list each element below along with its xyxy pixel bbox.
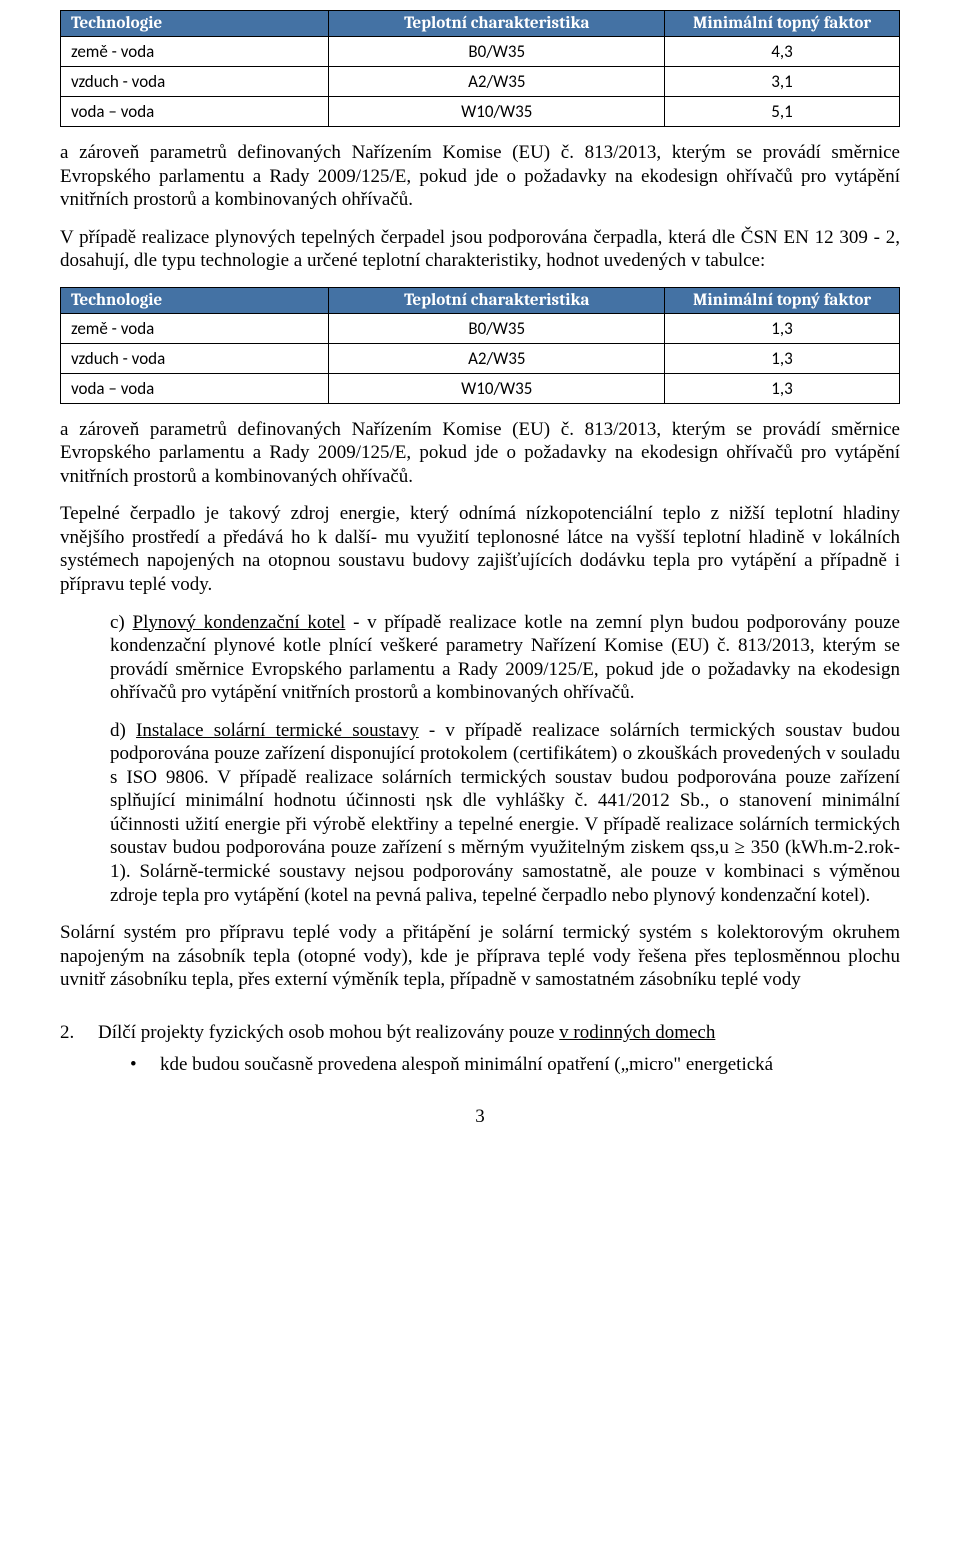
table-heat-pump-electric: Technologie Teplotní charakteristika Min… <box>60 10 900 127</box>
table-row: voda – voda W10/W35 5,1 <box>61 97 900 127</box>
paragraph-item-c: c) Plynový kondenzační kotel - v případě… <box>110 611 900 705</box>
list-text: Dílčí projekty fyzických osob mohou být … <box>98 1022 900 1044</box>
bullet-icon: • <box>130 1054 160 1076</box>
th-factor: Minimální topný faktor <box>665 11 900 37</box>
cell-fac: 1,3 <box>665 313 900 343</box>
cell-char: W10/W35 <box>329 97 665 127</box>
item-title: Instalace solární termické soustavy <box>136 720 419 741</box>
item-rest: - v případě realizace solárních termický… <box>110 720 900 906</box>
bullet-text: kde budou současně provedena alespoň min… <box>160 1054 900 1076</box>
table-heat-pump-gas: Technologie Teplotní charakteristika Min… <box>60 287 900 404</box>
cell-char: W10/W35 <box>329 373 665 403</box>
table-row: vzduch - voda A2/W35 1,3 <box>61 343 900 373</box>
bullet-item: • kde budou současně provedena alespoň m… <box>130 1054 900 1076</box>
list-text-pre: Dílčí projekty fyzických osob mohou být … <box>98 1022 559 1043</box>
cell-tech: voda – voda <box>61 373 329 403</box>
item-prefix: d) <box>110 720 136 741</box>
item-title: Plynový kondenzační kotel <box>133 612 346 633</box>
item-prefix: c) <box>110 612 133 633</box>
cell-fac: 1,3 <box>665 343 900 373</box>
cell-fac: 5,1 <box>665 97 900 127</box>
table-row: země - voda B0/W35 4,3 <box>61 37 900 67</box>
cell-fac: 3,1 <box>665 67 900 97</box>
paragraph: V případě realizace plynových tepelných … <box>60 226 900 273</box>
cell-char: B0/W35 <box>329 313 665 343</box>
cell-char: A2/W35 <box>329 67 665 97</box>
page-number: 3 <box>60 1106 900 1128</box>
th-characteristic: Teplotní charakteristika <box>329 287 665 313</box>
th-factor: Minimální topný faktor <box>665 287 900 313</box>
cell-tech: země - voda <box>61 37 329 67</box>
cell-fac: 4,3 <box>665 37 900 67</box>
paragraph: Tepelné čerpadlo je takový zdroj energie… <box>60 502 900 596</box>
cell-tech: vzduch - voda <box>61 343 329 373</box>
th-technology: Technologie <box>61 287 329 313</box>
th-characteristic: Teplotní charakteristika <box>329 11 665 37</box>
cell-char: B0/W35 <box>329 37 665 67</box>
table-row: voda – voda W10/W35 1,3 <box>61 373 900 403</box>
paragraph-item-d: d) Instalace solární termické soustavy -… <box>110 719 900 907</box>
paragraph: a zároveň parametrů definovaných Nařízen… <box>60 418 900 489</box>
cell-tech: vzduch - voda <box>61 67 329 97</box>
list-text-underline: v rodinných domech <box>559 1022 715 1043</box>
paragraph: Solární systém pro přípravu teplé vody a… <box>60 921 900 992</box>
table-row: země - voda B0/W35 1,3 <box>61 313 900 343</box>
paragraph: a zároveň parametrů definovaných Nařízen… <box>60 141 900 212</box>
cell-tech: voda – voda <box>61 97 329 127</box>
table-row: vzduch - voda A2/W35 3,1 <box>61 67 900 97</box>
cell-tech: země - voda <box>61 313 329 343</box>
numbered-list-item: 2. Dílčí projekty fyzických osob mohou b… <box>60 1022 900 1044</box>
page-container: Technologie Teplotní charakteristika Min… <box>0 0 960 1158</box>
cell-fac: 1,3 <box>665 373 900 403</box>
list-number: 2. <box>60 1022 98 1044</box>
th-technology: Technologie <box>61 11 329 37</box>
cell-char: A2/W35 <box>329 343 665 373</box>
